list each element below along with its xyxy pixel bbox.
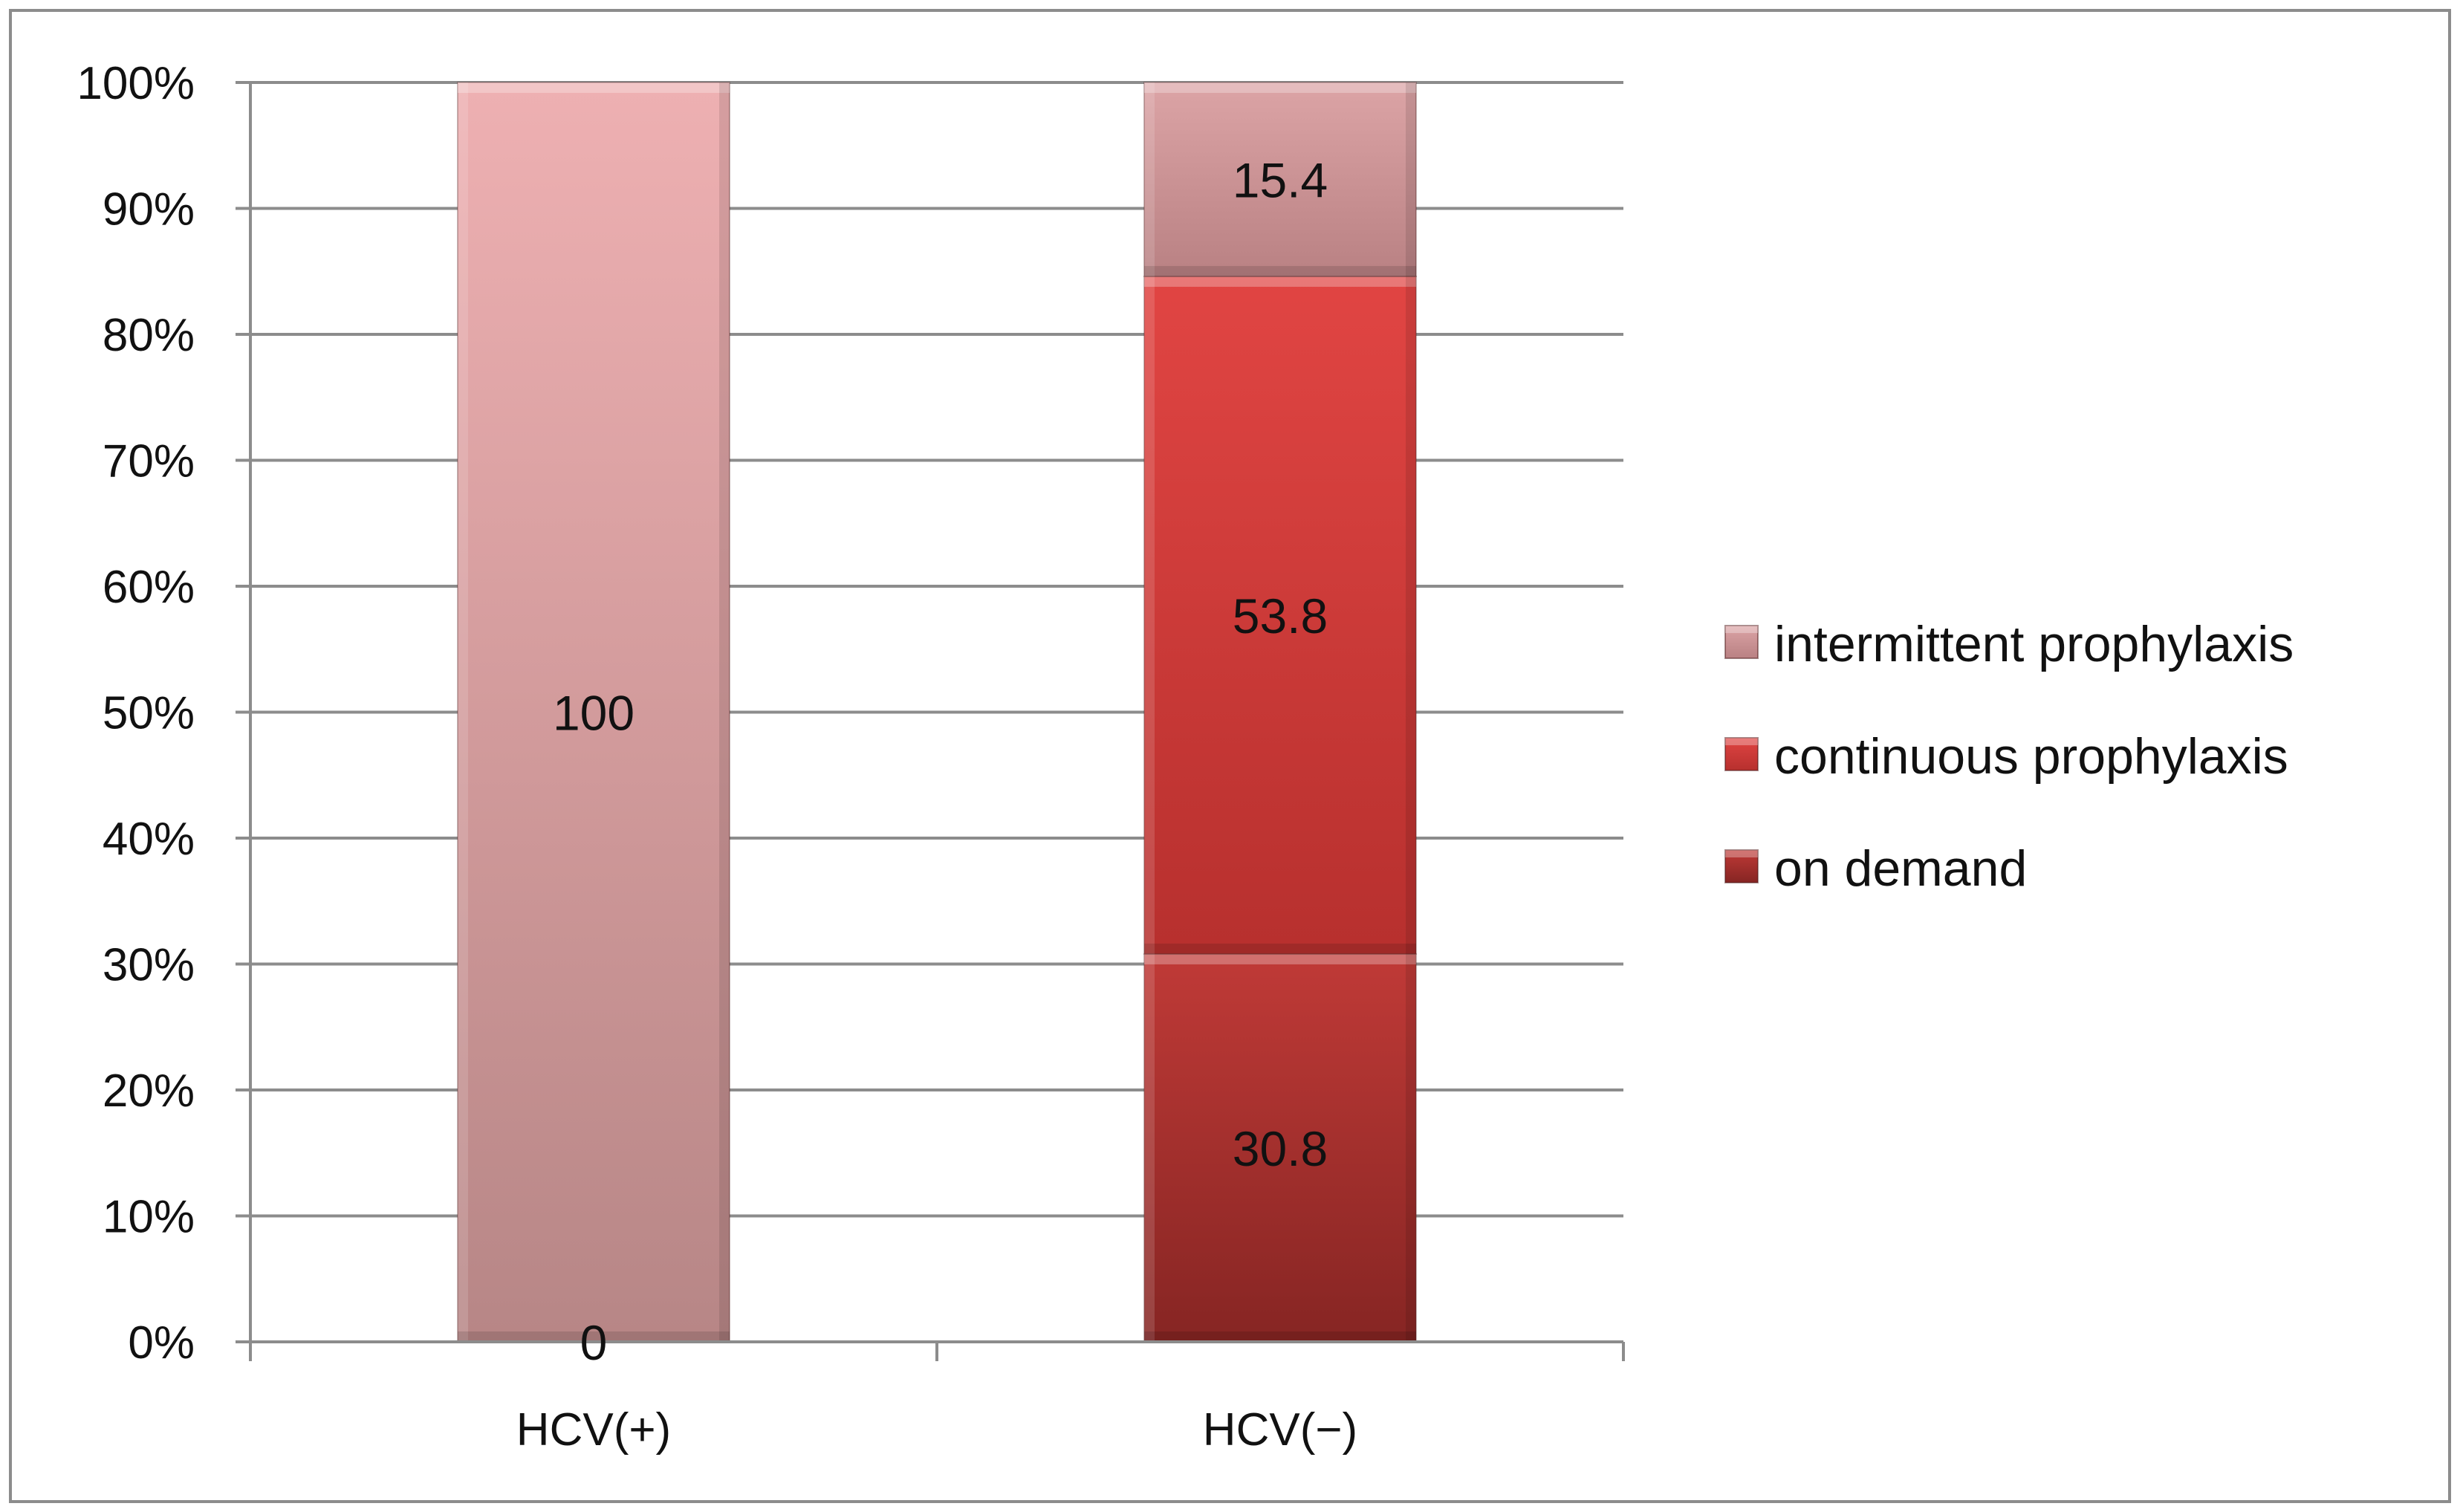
bar-bevel-top <box>1144 953 1416 964</box>
bar-bevel-bottom <box>1144 1331 1416 1342</box>
y-tick-label: 100% <box>77 58 195 109</box>
y-tick-label: 30% <box>103 940 195 991</box>
x-category-label: HCV(+) <box>516 1404 671 1456</box>
legend-swatch-bevel <box>1725 738 1758 745</box>
bar-bevel-right <box>719 82 730 1342</box>
y-tick-label: 90% <box>103 184 195 236</box>
x-axis-labels: HCV(+) HCV(−) <box>516 1404 1357 1456</box>
legend-swatch-bevel <box>1725 850 1758 857</box>
legend-label: on demand <box>1774 840 2027 897</box>
legend-label: continuous prophylaxis <box>1774 728 2288 785</box>
legend: intermittent prophylaxis continuous proph… <box>1724 616 2294 897</box>
legend-label: intermittent prophylaxis <box>1774 616 2294 672</box>
y-tick-label: 0% <box>128 1317 195 1369</box>
data-labels: 0 100 30.8 53.8 15.4 <box>553 153 1328 1370</box>
y-axis-ticks: 0% 10% 20% 30% 40% 50% 60% 70% 80% 90% 100% <box>77 58 195 1369</box>
bar-segment <box>1143 82 1417 278</box>
bar-bevel-top <box>458 82 730 93</box>
bar-bevel-bottom <box>458 1331 730 1342</box>
bar-bevel-right <box>1406 953 1416 1342</box>
y-tick-label: 40% <box>103 814 195 865</box>
y-tick-label: 50% <box>103 688 195 739</box>
bar-bevel-right <box>1406 276 1416 954</box>
bar-bevel-bottom <box>1144 266 1416 277</box>
bar-bevel-right <box>1406 82 1416 277</box>
axes <box>236 81 1625 1361</box>
bar-segment <box>1143 953 1417 1343</box>
bar-bevel-left <box>1144 82 1155 277</box>
bar-bevel-top <box>1144 82 1416 93</box>
bar-segment <box>1143 276 1417 955</box>
data-label: 0 <box>580 1315 608 1370</box>
data-label: 100 <box>553 686 635 741</box>
bars <box>457 82 1417 1343</box>
data-label: 15.4 <box>1233 153 1328 208</box>
bar-segment <box>457 82 730 1343</box>
y-tick-label: 80% <box>103 310 195 361</box>
bar-bevel-top <box>1144 276 1416 288</box>
legend-swatch <box>1724 737 1759 771</box>
y-tick-label: 10% <box>103 1192 195 1243</box>
legend-swatch-bevel <box>1725 626 1758 633</box>
bar-bevel-bottom <box>1144 943 1416 954</box>
data-label: 30.8 <box>1233 1121 1328 1176</box>
y-tick-label: 20% <box>103 1065 195 1117</box>
x-category-label: HCV(−) <box>1203 1404 1357 1456</box>
y-tick-label: 70% <box>103 436 195 487</box>
legend-swatch <box>1724 625 1759 659</box>
bar-bevel-left <box>1144 953 1155 1342</box>
y-tick-label: 60% <box>103 562 195 613</box>
data-label: 53.8 <box>1233 588 1328 643</box>
legend-swatch <box>1724 849 1759 883</box>
bar-bevel-left <box>1144 276 1155 954</box>
bar-bevel-left <box>458 82 468 1342</box>
